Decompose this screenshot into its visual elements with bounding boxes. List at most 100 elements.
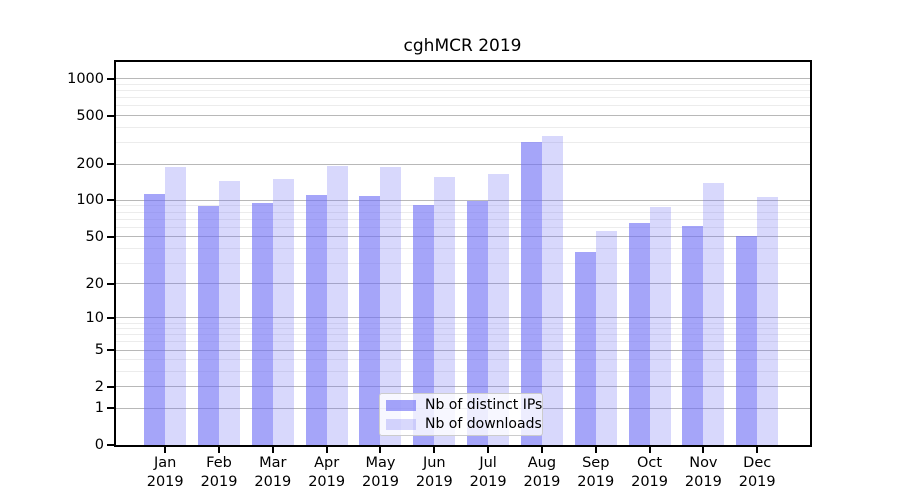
major-gridline [116, 386, 810, 388]
y-tick-label: 500 [76, 107, 104, 124]
y-tick-label: 50 [85, 228, 104, 245]
bar-distinct-ips-jun [413, 204, 435, 446]
legend-label-downloads: Nb of downloads [425, 416, 542, 432]
x-tick-label-oct: Oct 2019 [631, 455, 668, 490]
x-tick-mark [271, 447, 274, 453]
bar-downloads-sep [595, 230, 617, 446]
minor-gridline [116, 247, 810, 249]
y-tick-label: 200 [76, 156, 104, 172]
bar-downloads-aug [541, 136, 563, 446]
minor-gridline [116, 205, 810, 207]
bar-distinct-ips-jan [144, 194, 166, 446]
x-tick-label-dec: Dec 2019 [738, 455, 776, 490]
bar-distinct-ips-jul [467, 201, 489, 446]
x-tick-mark [648, 447, 651, 453]
bar-distinct-ips-mar [251, 203, 273, 446]
bar-distinct-ips-may [359, 196, 381, 446]
legend-swatch-downloads-icon [386, 418, 416, 430]
x-tick-label-aug: Aug 2019 [523, 455, 561, 490]
major-gridline [116, 317, 810, 319]
minor-gridline [116, 90, 810, 92]
x-tick-mark [379, 447, 382, 453]
minor-gridline [116, 262, 810, 264]
bar-distinct-ips-feb [198, 205, 220, 446]
bar-distinct-ips-sep [574, 252, 596, 446]
legend-item-downloads: Nb of downloads [386, 416, 542, 432]
bar-distinct-ips-apr [305, 195, 327, 446]
major-gridline [116, 236, 810, 238]
x-tick-mark [325, 447, 328, 453]
bar-downloads-feb [219, 180, 241, 446]
y-tick-mark [107, 385, 115, 388]
x-tick-mark [756, 447, 759, 453]
major-gridline [116, 115, 810, 117]
legend-swatch-distinct-ips-icon [386, 399, 416, 411]
bar-downloads-nov [703, 182, 725, 446]
x-tick-mark [164, 447, 167, 453]
y-tick-label: 1000 [67, 70, 104, 87]
x-tick-label-mar: Mar 2019 [254, 455, 292, 490]
minor-gridline [116, 97, 810, 99]
minor-gridline [116, 371, 810, 373]
bar-downloads-jul [488, 173, 510, 446]
x-tick-mark [594, 447, 597, 453]
x-tick-mark [540, 447, 543, 453]
bar-downloads-jan [165, 166, 187, 446]
y-tick-label: 5 [94, 342, 104, 359]
bar-downloads-jun [434, 177, 456, 446]
y-tick-label: 2 [94, 378, 104, 395]
major-gridline [116, 78, 810, 80]
minor-gridline [116, 359, 810, 361]
y-tick-mark [107, 282, 115, 285]
x-tick-label-may: May 2019 [362, 455, 399, 490]
x-tick-label-nov: Nov 2019 [684, 455, 722, 490]
x-tick-label-feb: Feb 2019 [200, 455, 238, 490]
y-tick-label: 20 [85, 275, 104, 292]
bar-distinct-ips-nov [682, 226, 704, 446]
x-tick-mark [487, 447, 490, 453]
y-tick-label: 0 [94, 437, 104, 453]
legend-label-distinct-ips: Nb of distinct IPs [425, 397, 543, 413]
y-tick-mark [107, 235, 115, 238]
minor-gridline [116, 126, 810, 128]
bar-distinct-ips-aug [520, 141, 542, 446]
minor-gridline [116, 105, 810, 107]
x-tick-label-apr: Apr 2019 [308, 455, 346, 490]
x-tick-mark [702, 447, 705, 453]
bar-downloads-apr [326, 166, 348, 446]
chart-title: cghMCR 2019 [403, 36, 522, 56]
y-tick-mark [107, 114, 115, 117]
y-tick-mark [107, 407, 115, 410]
y-tick-mark [107, 163, 115, 165]
y-tick-label: 10 [85, 309, 104, 326]
minor-gridline [116, 341, 810, 343]
minor-gridline [116, 142, 810, 144]
minor-gridline [116, 322, 810, 324]
x-tick-mark [218, 447, 221, 453]
minor-gridline [116, 328, 810, 330]
bar-downloads-may [380, 167, 402, 446]
major-gridline [116, 163, 810, 165]
major-gridline [116, 283, 810, 285]
legend-item-distinct-ips: Nb of distinct IPs [386, 397, 542, 413]
bar-distinct-ips-oct [628, 223, 650, 446]
bar-downloads-oct [649, 207, 671, 446]
y-tick-mark [107, 444, 115, 446]
x-tick-label-jan: Jan 2019 [146, 455, 184, 490]
major-gridline [116, 349, 810, 351]
y-tick-mark [107, 199, 115, 202]
minor-gridline [116, 211, 810, 213]
y-tick-mark [107, 77, 115, 80]
minor-gridline [116, 218, 810, 220]
x-tick-mark [433, 447, 436, 453]
minor-gridline [116, 334, 810, 336]
legend: Nb of distinct IPs Nb of downloads [379, 393, 543, 436]
minor-gridline [116, 226, 810, 228]
major-gridline [116, 199, 810, 201]
bar-downloads-mar [272, 178, 294, 446]
y-tick-label: 1 [94, 400, 104, 417]
x-tick-label-jul: Jul 2019 [469, 455, 507, 490]
